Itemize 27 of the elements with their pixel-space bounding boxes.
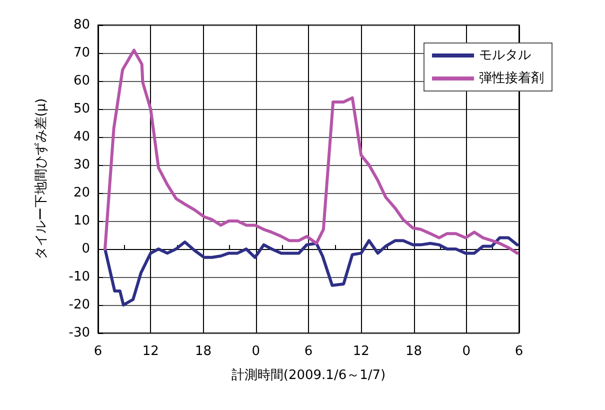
x-tick-label: 18 bbox=[194, 344, 212, 359]
y-tick-label: 10 bbox=[73, 214, 90, 228]
y-tick-label: 60 bbox=[73, 74, 90, 88]
line-series bbox=[104, 236, 519, 306]
y-tick-label: 50 bbox=[73, 102, 90, 116]
y-tick-label: 30 bbox=[73, 158, 90, 172]
x-tick-label: 6 bbox=[94, 344, 102, 359]
x-tick-label: 6 bbox=[514, 344, 524, 359]
y-tick-label: -30 bbox=[68, 326, 90, 340]
y-tick-label: 0 bbox=[82, 242, 90, 256]
legend-label: モルタル bbox=[479, 48, 531, 63]
y-tick-label: -20 bbox=[68, 298, 90, 312]
y-tick-label: 80 bbox=[73, 18, 90, 32]
line-series bbox=[104, 48, 519, 255]
x-tick-label: 18 bbox=[405, 344, 422, 359]
x-tick-label: 0 bbox=[462, 344, 471, 359]
legend-label: 弾性接着剤 bbox=[479, 70, 544, 86]
y-tick-label: 70 bbox=[73, 46, 90, 60]
x-tick-label: 0 bbox=[252, 344, 260, 359]
y-tick-label: -10 bbox=[68, 270, 90, 284]
y-tick-label: 40 bbox=[73, 130, 90, 144]
x-tick-label: 12 bbox=[142, 344, 159, 359]
y-axis-title: タイルー下地間ひずみ差(μ) bbox=[34, 98, 49, 260]
x-axis-title: 計測時間(2009.1/6～1/7) bbox=[231, 368, 386, 383]
x-tick-label: 12 bbox=[352, 344, 370, 359]
y-tick-label: 20 bbox=[73, 186, 90, 200]
x-tick-label: 6 bbox=[304, 344, 313, 359]
